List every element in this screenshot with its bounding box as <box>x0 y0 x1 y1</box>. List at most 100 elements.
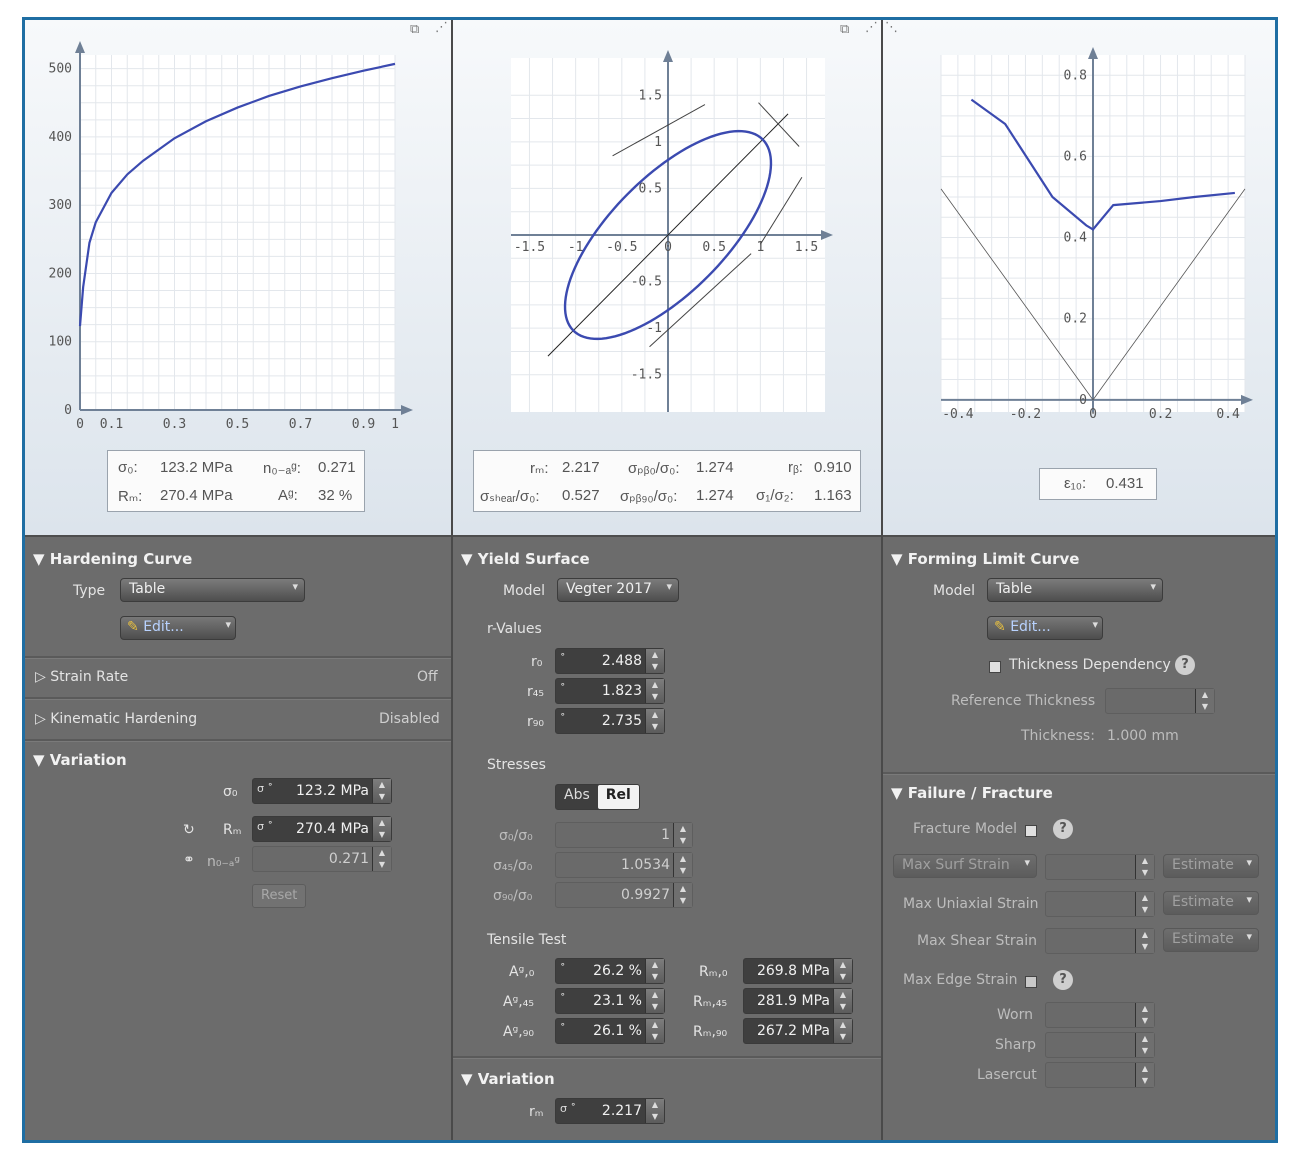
worn-field[interactable]: ▲ ▼ <box>1045 1002 1155 1028</box>
spin-arrows-icon[interactable]: ▲ ▼ <box>645 989 664 1013</box>
estimate-dropdown[interactable]: Estimate ▾ <box>1163 854 1259 878</box>
var-sigma0-field[interactable]: σ ˚ 123.2 MPa ▲ ▼ <box>252 778 392 804</box>
help-icon[interactable]: ? <box>1175 655 1195 675</box>
flc-chart-pane: -0.4 -0.2 0 0.2 0.4 0 0.2 0.4 0.6 0.8 ⋱ ε₁₀: 0.43… <box>883 20 1275 537</box>
var-rm-field[interactable]: σ ˚ 270.4 MPa ▲ ▼ <box>252 816 392 842</box>
estimate-dropdown[interactable]: Estimate ▾ <box>1163 928 1259 952</box>
yield-variation-section-header[interactable]: ▼ Variation <box>461 1070 555 1088</box>
ag90-field[interactable]: ˚ 26.1 % ▲ ▼ <box>555 1018 665 1044</box>
hardening-edit-button[interactable]: ✎ Edit... ▾ <box>120 616 236 640</box>
var-n-field[interactable]: 0.271 ▲ ▼ <box>252 846 392 872</box>
mark: ˚ <box>560 712 566 725</box>
popout-icon[interactable]: ⧉ <box>410 22 420 37</box>
failure-section-header[interactable]: ▼ Failure / Fracture <box>891 784 1053 802</box>
spin-arrows-icon[interactable]: ▲ ▼ <box>645 959 664 983</box>
spin-arrows-icon[interactable]: ▲ ▼ <box>1195 689 1214 713</box>
spin-arrows-icon[interactable]: ▲ ▼ <box>372 847 391 871</box>
r45-field[interactable]: ˚ 1.823 ▲ ▼ <box>555 678 665 704</box>
r0-field[interactable]: ˚ 2.488 ▲ ▼ <box>555 648 665 674</box>
y-tick-label: -0.5 <box>631 275 662 290</box>
flc-section-header[interactable]: ▼ Forming Limit Curve <box>891 550 1080 568</box>
sigma-toggle-icon[interactable]: σ ˚ <box>560 1102 576 1115</box>
spin-arrows-icon[interactable]: ▲ ▼ <box>673 823 692 847</box>
hardening-curve-section-header[interactable]: ▼ Hardening Curve <box>33 550 193 568</box>
chevron-down-icon: ▾ <box>1246 856 1252 869</box>
thickness-dependency-checkbox[interactable] <box>989 661 1001 673</box>
type-dropdown[interactable]: Table ▾ <box>120 578 305 602</box>
abs-option[interactable]: Abs <box>564 787 590 803</box>
s45-field[interactable]: 1.0534 ▲ ▼ <box>555 852 693 878</box>
s0-field[interactable]: 1 ▲ ▼ <box>555 822 693 848</box>
rel-option[interactable]: Rel <box>597 785 639 809</box>
ag45-field[interactable]: ˚ 23.1 % ▲ ▼ <box>555 988 665 1014</box>
spin-arrows-icon[interactable]: ▲ ▼ <box>645 709 664 733</box>
splitter-handle-icon[interactable]: ⋰ <box>865 20 878 35</box>
spin-arrows-icon[interactable]: ▲ ▼ <box>833 959 852 983</box>
splitter-handle-icon[interactable]: ⋱ <box>885 20 898 35</box>
spin-arrows-icon[interactable]: ▲ ▼ <box>372 779 391 803</box>
x-axis-arrow <box>1241 394 1253 405</box>
yield-model-dropdown[interactable]: Vegter 2017 ▾ <box>557 578 679 602</box>
help-icon[interactable]: ? <box>1053 970 1073 990</box>
info-spb0-label: σₚᵦ₀/σ₀: <box>628 460 680 477</box>
r0-label: r₀ <box>531 654 543 670</box>
reference-thickness-field[interactable]: ▲ ▼ <box>1105 688 1215 714</box>
spin-arrows-icon[interactable]: ▲ ▼ <box>1135 929 1154 953</box>
fracture-model-checkbox[interactable] <box>1025 825 1037 837</box>
hardening-curve-line <box>78 62 396 327</box>
diagonal-line <box>547 113 789 357</box>
splitter-handle-icon[interactable]: ⋰ <box>435 20 448 35</box>
refresh-icon[interactable]: ↻ <box>183 822 195 838</box>
spin-arrows-icon[interactable]: ▲ ▼ <box>645 1019 664 1043</box>
link-icon[interactable]: ⚭ <box>183 852 195 868</box>
max-surf-strain-dropdown[interactable]: Max Surf Strain ▾ <box>893 854 1037 878</box>
y-tick-label: 1.5 <box>639 88 662 103</box>
max-uniaxial-strain-label: Max Uniaxial Strain <box>903 896 1039 912</box>
spin-arrows-icon[interactable]: ▲ ▼ <box>645 649 664 673</box>
max-shear-strain-field[interactable]: ▲ ▼ <box>1045 928 1155 954</box>
spin-arrows-icon[interactable]: ▲ ▼ <box>645 679 664 703</box>
y-tick-label: 0.5 <box>639 181 662 196</box>
y-tick-label: 0.6 <box>1064 149 1087 164</box>
ag90-label: Aᵍ,₉₀ <box>503 1024 534 1040</box>
spin-arrows-icon[interactable]: ▲ ▼ <box>1135 1063 1154 1087</box>
ag0-field[interactable]: ˚ 26.2 % ▲ ▼ <box>555 958 665 984</box>
kinematic-hardening-header[interactable]: ▷ Kinematic Hardening <box>35 711 198 727</box>
help-icon[interactable]: ? <box>1053 819 1073 839</box>
lasercut-field[interactable]: ▲ ▼ <box>1045 1062 1155 1088</box>
chevron-down-icon: ▾ <box>1092 618 1098 631</box>
max-uniaxial-strain-field[interactable]: ▲ ▼ <box>1045 891 1155 917</box>
spin-arrows-icon[interactable]: ▲ ▼ <box>645 1099 664 1123</box>
rm45-field[interactable]: 281.9 MPa ▲ ▼ <box>743 988 853 1014</box>
sharp-field[interactable]: ▲ ▼ <box>1045 1032 1155 1058</box>
var-sigma0-label: σ₀ <box>223 784 238 800</box>
spin-arrows-icon[interactable]: ▲ ▼ <box>1135 1003 1154 1027</box>
flc-edit-button[interactable]: ✎ Edit... ▾ <box>987 616 1103 640</box>
spin-arrows-icon[interactable]: ▲ ▼ <box>833 1019 852 1043</box>
max-edge-strain-checkbox[interactable] <box>1025 976 1037 988</box>
abs-rel-toggle[interactable]: Abs Rel <box>555 784 640 810</box>
reset-button[interactable]: Reset <box>252 884 307 908</box>
spin-arrows-icon[interactable]: ▲ ▼ <box>1135 1033 1154 1057</box>
spin-arrows-icon[interactable]: ▲ ▼ <box>833 989 852 1013</box>
strain-rate-header[interactable]: ▷ Strain Rate <box>35 669 129 685</box>
rm0-field[interactable]: 269.8 MPa ▲ ▼ <box>743 958 853 984</box>
estimate-dropdown[interactable]: Estimate ▾ <box>1163 891 1259 915</box>
spin-arrows-icon[interactable]: ▲ ▼ <box>673 853 692 877</box>
spin-arrows-icon[interactable]: ▲ ▼ <box>1135 855 1154 879</box>
sigma-toggle-icon[interactable]: σ ˚ <box>257 782 273 795</box>
s90-field[interactable]: 0.9927 ▲ ▼ <box>555 882 693 908</box>
rm90-field[interactable]: 267.2 MPa ▲ ▼ <box>743 1018 853 1044</box>
sigma-toggle-icon[interactable]: σ ˚ <box>257 820 273 833</box>
r90-field[interactable]: ˚ 2.735 ▲ ▼ <box>555 708 665 734</box>
popout-icon[interactable]: ⧉ <box>840 22 850 37</box>
yield-var-rm-field[interactable]: σ ˚ 2.217 ▲ ▼ <box>555 1098 665 1124</box>
yield-surface-section-header[interactable]: ▼ Yield Surface <box>461 550 590 568</box>
max-surf-strain-field[interactable]: ▲ ▼ <box>1045 854 1155 880</box>
spin-arrows-icon[interactable]: ▲ ▼ <box>372 817 391 841</box>
spin-arrows-icon[interactable]: ▲ ▼ <box>1135 892 1154 916</box>
flc-model-dropdown[interactable]: Table ▾ <box>987 578 1163 602</box>
spin-arrows-icon[interactable]: ▲ ▼ <box>673 883 692 907</box>
x-tick-label: -1 <box>568 240 584 255</box>
variation-section-header[interactable]: ▼ Variation <box>33 751 127 769</box>
